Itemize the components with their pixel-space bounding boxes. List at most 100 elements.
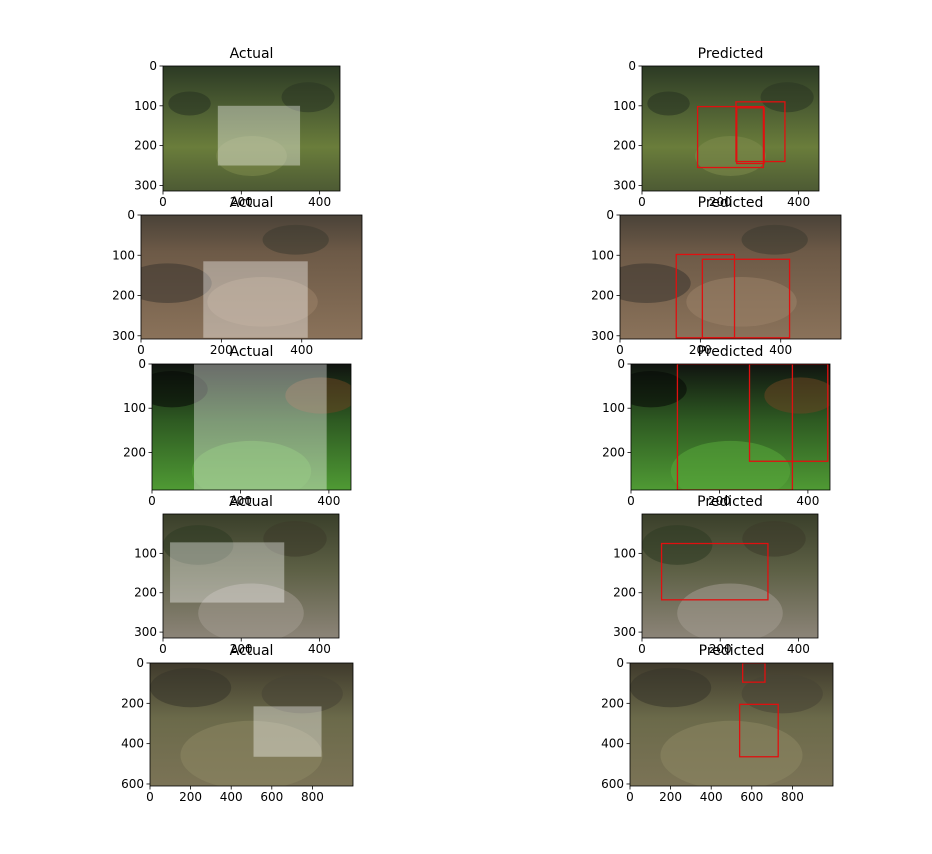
y-tick-label: 200 bbox=[591, 289, 614, 303]
axes-frame bbox=[641, 513, 819, 639]
y-tick-label: 200 bbox=[134, 139, 157, 153]
x-tick-label: 200 bbox=[709, 642, 732, 656]
y-tick-label: 100 bbox=[123, 401, 146, 415]
panel-7: Actual 0 200 400 100 200 300 bbox=[134, 494, 340, 656]
panel-8: Predicted 0 200 400 100 200 300 bbox=[613, 494, 819, 656]
y-tick-label: 300 bbox=[613, 625, 636, 639]
photo-image bbox=[152, 364, 351, 490]
y-tick-label: 200 bbox=[123, 445, 146, 459]
x-tick-label: 200 bbox=[708, 494, 731, 508]
panel-title: Predicted bbox=[699, 643, 765, 659]
y-tick-label: 100 bbox=[602, 401, 625, 415]
x-tick-label: 600 bbox=[740, 790, 763, 804]
predicted-box bbox=[742, 663, 766, 683]
y-tick-label: 300 bbox=[134, 625, 157, 639]
y-tick-label: 600 bbox=[601, 777, 624, 791]
panel-3: Actual 0 200 400 0 100 200 300 bbox=[112, 195, 363, 357]
y-tick-label: 200 bbox=[601, 696, 624, 710]
y-tick-label: 100 bbox=[613, 99, 636, 113]
x-tick-label: 200 bbox=[709, 195, 732, 209]
x-tick-label: 400 bbox=[290, 343, 313, 357]
axes-frame bbox=[641, 65, 820, 192]
axes-frame bbox=[162, 513, 340, 639]
panel-title: Actual bbox=[230, 344, 274, 360]
y-tick-label: 200 bbox=[602, 445, 625, 459]
predicted-box bbox=[660, 542, 769, 601]
x-tick-label: 400 bbox=[308, 195, 331, 209]
y-tick-label: 200 bbox=[613, 586, 636, 600]
predicted-box bbox=[735, 101, 786, 163]
photo-image bbox=[163, 514, 339, 638]
axes-frame bbox=[619, 214, 842, 340]
predicted-box bbox=[676, 364, 794, 490]
y-tick-label: 0 bbox=[628, 59, 636, 73]
panel-title: Actual bbox=[229, 494, 273, 510]
panel-9: Actual 0 200 400 600 800 0 200 400 600 bbox=[121, 643, 354, 804]
y-tick-label: 0 bbox=[617, 357, 625, 371]
x-tick-label: 600 bbox=[260, 790, 283, 804]
x-tick-label: 0 bbox=[616, 343, 624, 357]
x-tick-label: 0 bbox=[638, 195, 646, 209]
x-tick-label: 0 bbox=[148, 494, 156, 508]
y-tick-label: 200 bbox=[112, 289, 135, 303]
x-tick-label: 400 bbox=[787, 195, 810, 209]
y-tick-label: 0 bbox=[149, 59, 157, 73]
y-tick-label: 100 bbox=[613, 546, 636, 560]
x-tick-label: 400 bbox=[308, 642, 331, 656]
x-tick-label: 0 bbox=[626, 790, 634, 804]
y-tick-label: 300 bbox=[591, 329, 614, 343]
predicted-box bbox=[696, 105, 765, 169]
x-tick-label: 200 bbox=[179, 790, 202, 804]
y-tick-label: 0 bbox=[138, 357, 146, 371]
panel-1: Actual 0 200 400 0 100 200 300 bbox=[134, 46, 341, 209]
axes-frame bbox=[630, 363, 831, 491]
x-tick-label: 400 bbox=[787, 642, 810, 656]
x-tick-label: 0 bbox=[146, 790, 154, 804]
panel-title: Predicted bbox=[697, 494, 763, 510]
y-tick-label: 100 bbox=[134, 99, 157, 113]
actual-box bbox=[170, 542, 285, 603]
y-tick-label: 300 bbox=[134, 178, 157, 192]
panel-2: Predicted 0 200 400 0 100 200 300 bbox=[613, 46, 820, 209]
x-tick-label: 0 bbox=[159, 642, 167, 656]
axes-frame bbox=[162, 65, 341, 192]
x-tick-label: 200 bbox=[229, 494, 252, 508]
predicted-box bbox=[738, 703, 779, 758]
x-tick-label: 400 bbox=[769, 343, 792, 357]
y-tick-label: 200 bbox=[613, 139, 636, 153]
y-tick-label: 400 bbox=[121, 737, 144, 751]
y-tick-label: 0 bbox=[616, 656, 624, 670]
y-tick-label: 0 bbox=[127, 208, 135, 222]
panel-5: Actual 0 200 400 0 100 200 bbox=[123, 344, 352, 508]
panel-title: Predicted bbox=[698, 46, 764, 62]
photo-image bbox=[642, 66, 819, 191]
x-tick-label: 400 bbox=[220, 790, 243, 804]
photo-image bbox=[620, 215, 841, 339]
axes-frame bbox=[151, 363, 352, 491]
y-tick-label: 400 bbox=[601, 737, 624, 751]
x-tick-label: 400 bbox=[317, 494, 340, 508]
y-tick-label: 200 bbox=[134, 586, 157, 600]
photo-image bbox=[150, 663, 353, 786]
panel-title: Predicted bbox=[698, 195, 764, 211]
panel-title: Actual bbox=[230, 195, 274, 211]
panel-title: Actual bbox=[230, 46, 274, 62]
x-tick-label: 0 bbox=[627, 494, 635, 508]
panel-6: Predicted 0 200 400 0 100 200 bbox=[602, 344, 831, 508]
y-tick-label: 100 bbox=[134, 546, 157, 560]
y-tick-label: 100 bbox=[112, 248, 135, 262]
x-tick-label: 200 bbox=[230, 642, 253, 656]
x-tick-label: 200 bbox=[230, 195, 253, 209]
actual-box bbox=[217, 105, 301, 166]
y-tick-label: 200 bbox=[121, 696, 144, 710]
y-tick-label: 0 bbox=[606, 208, 614, 222]
x-tick-label: 0 bbox=[638, 642, 646, 656]
photo-image bbox=[163, 66, 340, 191]
axes-frame bbox=[629, 662, 834, 787]
actual-box bbox=[253, 706, 322, 757]
y-tick-label: 0 bbox=[136, 656, 144, 670]
panel-4: Predicted 0 200 400 0 100 200 300 bbox=[591, 195, 842, 357]
photo-image bbox=[642, 514, 818, 638]
x-tick-label: 0 bbox=[137, 343, 145, 357]
